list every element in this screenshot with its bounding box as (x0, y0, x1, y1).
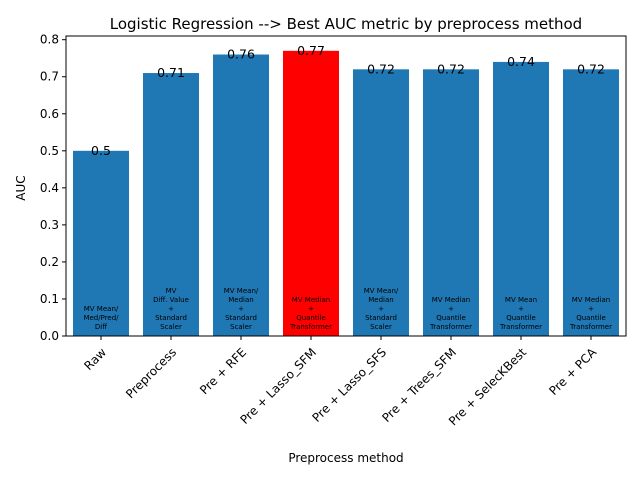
x-tick-label-6: Pre + SelecKBest (446, 345, 529, 428)
x-axis-label: Preprocess method (288, 451, 403, 465)
bar-1 (143, 73, 199, 336)
bar-annotation-5-3: Transformer (429, 323, 472, 331)
y-tick-label-2: 0.2 (40, 255, 59, 269)
bar-annotation-6-3: Transformer (499, 323, 542, 331)
bar-annotation-2-4: Scaler (230, 323, 252, 331)
bar-annotation-5-1: + (448, 305, 454, 313)
y-tick-label-1: 0.1 (40, 292, 59, 306)
bar-value-label-6: 0.74 (507, 54, 535, 69)
bar-annotation-4-2: + (378, 305, 384, 313)
bar-annotation-2-0: MV Mean/ (224, 287, 259, 295)
bar-value-label-5: 0.72 (437, 61, 465, 76)
y-tick-label-4: 0.4 (40, 181, 59, 195)
bar-value-label-0: 0.5 (91, 143, 111, 158)
bar-annotation-6-2: Quantile (506, 314, 536, 322)
bar-annotation-1-4: Scaler (160, 323, 182, 331)
bar-annotation-5-2: Quantile (436, 314, 466, 322)
bar-annotation-2-3: Standard (225, 314, 257, 322)
bar-6 (493, 61, 549, 336)
bar-annotation-0-2: Diff (95, 323, 107, 331)
y-axis-label: AUC (14, 175, 28, 200)
bar-annotation-6-1: + (518, 305, 524, 313)
x-tick-label-3: Pre + Lasso_SFM (237, 345, 319, 427)
bar-annotation-7-3: Transformer (569, 323, 612, 331)
bar-value-label-7: 0.72 (577, 61, 605, 76)
bars (73, 50, 619, 336)
bar-value-label-4: 0.72 (367, 61, 395, 76)
chart-title: Logistic Regression --> Best AUC metric … (110, 15, 582, 33)
bar-annotation-0-0: MV Mean/ (84, 305, 119, 313)
x-tick-label-1: Preprocess (123, 345, 179, 401)
bar-3 (283, 50, 339, 336)
y-tick-label-6: 0.6 (40, 107, 59, 121)
bar-4 (353, 69, 409, 336)
bar-annotation-2-1: Median (228, 296, 253, 304)
bar-annotation-6-0: MV Mean (505, 296, 537, 304)
bar-annotation-1-1: Diff. Value (153, 296, 189, 304)
x-tick-label-2: Pre + RFE (197, 345, 249, 397)
x-tick-label-5: Pre + Trees_SFM (379, 345, 459, 425)
y-tick-label-3: 0.3 (40, 218, 59, 232)
bar-value-label-2: 0.76 (227, 47, 255, 62)
y-tick-label-5: 0.5 (40, 144, 59, 158)
bar-annotation-4-4: Scaler (370, 323, 392, 331)
bar-5 (423, 69, 479, 336)
x-tick-label-7: Pre + PCA (546, 345, 599, 398)
bar-value-labels: 0.5 0.71 0.76 0.77 0.72 0.72 0.74 0.72 (91, 43, 605, 158)
bar-annotation-7-1: + (588, 305, 594, 313)
bar-7 (563, 69, 619, 336)
bar-0 (73, 150, 129, 336)
bar-annotation-3-2: Quantile (296, 314, 326, 322)
y-tick-label-7: 0.7 (40, 70, 59, 84)
y-tick-label-0: 0.0 (40, 329, 59, 343)
plot-frame (65, 35, 627, 337)
x-tick-label-4: Pre + Lasso_SFS (310, 345, 390, 425)
bar-annotation-1-3: Standard (155, 314, 187, 322)
bar-annotation-3-1: + (308, 305, 314, 313)
bar-annotation-4-1: Median (368, 296, 393, 304)
bar-annotation-1-0: MV (166, 287, 177, 295)
bar-annotation-5-0: MV Median (432, 296, 471, 304)
bar-annotation-0-1: Med/Pred/ (83, 314, 119, 322)
bar-annotation-1-2: + (168, 305, 174, 313)
bar-annotation-7-0: MV Median (572, 296, 611, 304)
bar-annotation-3-3: Transformer (289, 323, 332, 331)
bar-annotation-3-0: MV Median (292, 296, 331, 304)
bar-annotation-4-0: MV Mean/ (364, 287, 399, 295)
x-tick-label-0: Raw (81, 345, 109, 373)
bar-value-label-1: 0.71 (157, 65, 185, 80)
y-tick-label-8: 0.8 (40, 33, 59, 47)
bar-2 (213, 54, 269, 336)
bar-annotation-2-2: + (238, 305, 244, 313)
bar-annotation-4-3: Standard (365, 314, 397, 322)
bar-value-label-3: 0.77 (297, 43, 325, 58)
bar-annotation-7-2: Quantile (576, 314, 606, 322)
